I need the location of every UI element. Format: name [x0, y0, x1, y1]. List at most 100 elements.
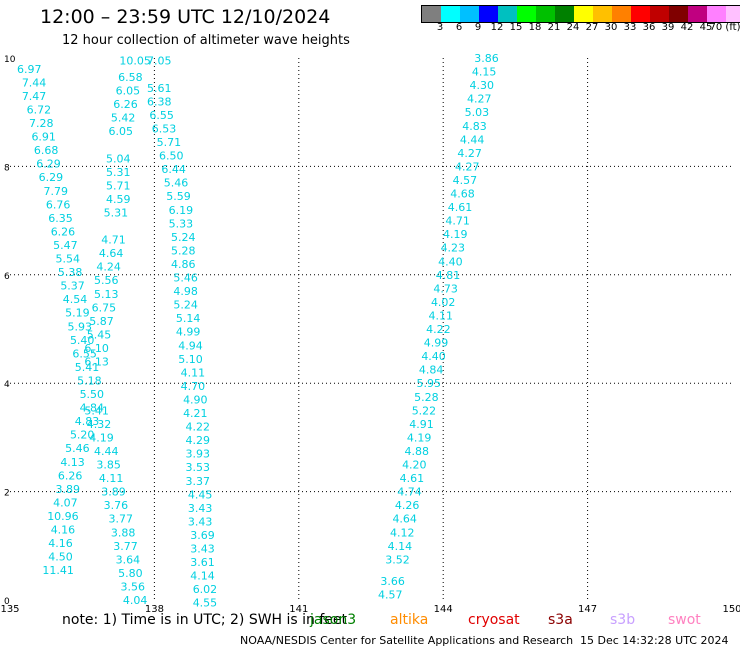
- wave-height-label: 3.53: [185, 461, 210, 474]
- chart-title: 12:00 – 23:59 UTC 12/10/2024: [40, 6, 331, 28]
- wave-height-label: 6.55: [149, 109, 174, 122]
- wave-height-label: 4.32: [87, 418, 112, 431]
- color-scale-cell: [517, 6, 536, 22]
- color-scale-label: 36: [642, 22, 656, 33]
- wave-height-label: 5.50: [80, 388, 105, 401]
- x-tick-label: 135: [0, 604, 19, 615]
- wave-height-label: 4.16: [48, 537, 73, 550]
- wave-height-label: 4.61: [448, 201, 473, 214]
- wave-height-label: 6.76: [46, 198, 71, 211]
- wave-height-label: 4.11: [99, 472, 124, 485]
- wave-height-label: 5.03: [465, 106, 490, 119]
- wave-height-label: 5.14: [176, 312, 201, 325]
- wave-height-label: 3.77: [113, 540, 138, 553]
- color-scale-cell: [726, 6, 740, 22]
- x-tick-label: 147: [578, 604, 597, 615]
- timestamp: 15 Dec 14:32:28 UTC 2024: [580, 634, 729, 647]
- wave-height-label: 3.77: [108, 513, 133, 526]
- color-scale-label: 45: [699, 22, 713, 33]
- wave-height-label: 5.42: [111, 112, 136, 125]
- y-tick-label: 0: [4, 597, 10, 607]
- x-tick-label: 144: [434, 604, 453, 615]
- wave-height-label: 4.68: [450, 188, 475, 201]
- color-scale-cell: [498, 6, 517, 22]
- wave-height-label: 4.22: [185, 421, 210, 434]
- wave-height-label: 5.24: [173, 299, 198, 312]
- color-scale-cell: [669, 6, 688, 22]
- y-tick-label: 2: [4, 489, 10, 499]
- wave-height-label: 10.96: [47, 510, 79, 523]
- wave-height-label: 6.05: [108, 125, 133, 138]
- y-tick-label: 8: [4, 163, 10, 173]
- wave-height-label: 5.61: [147, 82, 172, 95]
- wave-height-label: 4.11: [181, 366, 206, 379]
- wave-height-label: 4.04: [123, 594, 148, 607]
- wave-height-label: 4.29: [185, 434, 210, 447]
- color-scale-label: 27: [585, 22, 599, 33]
- wave-height-label: 5.33: [169, 217, 194, 230]
- color-scale-cell: [479, 6, 498, 22]
- wave-height-label: 6.02: [193, 583, 218, 596]
- wave-height-label: 7.28: [29, 117, 54, 130]
- wave-height-label: 4.70: [181, 380, 206, 393]
- wave-height-label: 4.54: [63, 293, 88, 306]
- wave-height-label: 4.20: [402, 459, 427, 472]
- wave-height-label: 5.59: [166, 190, 191, 203]
- wave-height-label: 3.89: [101, 486, 126, 499]
- wave-height-label: 5.04: [106, 152, 131, 165]
- credit-line: NOAA/NESDIS Center for Satellite Applica…: [240, 634, 574, 647]
- wave-height-label: 5.19: [65, 307, 90, 320]
- wave-height-label: 6.91: [31, 131, 56, 144]
- color-scale-cell: [612, 6, 631, 22]
- wave-height-label: 4.23: [441, 242, 466, 255]
- wave-height-label: 5.31: [104, 206, 129, 219]
- color-scale-bar: [421, 5, 740, 23]
- wave-height-label: 3.64: [116, 553, 141, 566]
- wave-height-label: 4.11: [429, 309, 454, 322]
- wave-height-label: 5.71: [157, 136, 182, 149]
- wave-height-label: 4.99: [176, 326, 201, 339]
- wave-height-label: 3.85: [96, 459, 121, 472]
- wave-height-label: 4.81: [436, 269, 461, 282]
- wave-height-label: 5.18: [77, 374, 102, 387]
- wave-height-label: 5.71: [106, 179, 131, 192]
- wave-height-label: 3.43: [188, 515, 213, 528]
- color-scale-label: 24: [566, 22, 580, 33]
- wave-height-label: 6.72: [27, 103, 52, 116]
- wave-height-label: 6.29: [39, 171, 64, 184]
- wave-height-label: 4.26: [395, 499, 420, 512]
- color-scale-cell: [460, 6, 479, 22]
- wave-height-label: 4.02: [431, 296, 456, 309]
- wave-height-label: 6.13: [84, 356, 109, 369]
- wave-height-label: 6.26: [113, 98, 138, 111]
- wave-height-label: 3.89: [56, 483, 81, 496]
- legend-jason3: jason3: [310, 612, 357, 628]
- wave-height-label: 4.99: [424, 337, 449, 350]
- wave-height-label: 5.46: [173, 272, 198, 285]
- wave-height-label: 3.61: [190, 556, 215, 569]
- wave-height-label: 4.21: [183, 407, 208, 420]
- color-scale-cell: [536, 6, 555, 22]
- color-scale-label: 42: [680, 22, 694, 33]
- wave-height-label: 5.56: [94, 274, 119, 287]
- wave-height-label: 4.91: [409, 418, 434, 431]
- color-scale-label: 15: [509, 22, 523, 33]
- color-scale-label: 70 (ft): [709, 22, 740, 33]
- wave-height-label: 5.46: [65, 442, 90, 455]
- wave-height-label: 6.97: [17, 63, 42, 76]
- footnote: note: 1) Time is in UTC; 2) SWH is in fe…: [62, 612, 348, 628]
- color-scale-cell: [555, 6, 574, 22]
- color-scale-label: 12: [490, 22, 504, 33]
- y-tick-label: 6: [4, 272, 10, 282]
- wave-height-label: 4.45: [188, 488, 213, 501]
- wave-height-label: 4.50: [48, 551, 73, 564]
- wave-height-label: 6.05: [116, 85, 141, 98]
- wave-height-label: 4.88: [404, 445, 429, 458]
- color-scale-cell: [574, 6, 593, 22]
- wave-height-label: 5.13: [94, 288, 119, 301]
- color-scale-cell: [707, 6, 726, 22]
- wave-height-label: 4.94: [178, 339, 203, 352]
- wave-height-label: 5.80: [118, 567, 143, 580]
- legend-s3a: s3a: [548, 612, 573, 628]
- wave-height-label: 4.83: [75, 415, 100, 428]
